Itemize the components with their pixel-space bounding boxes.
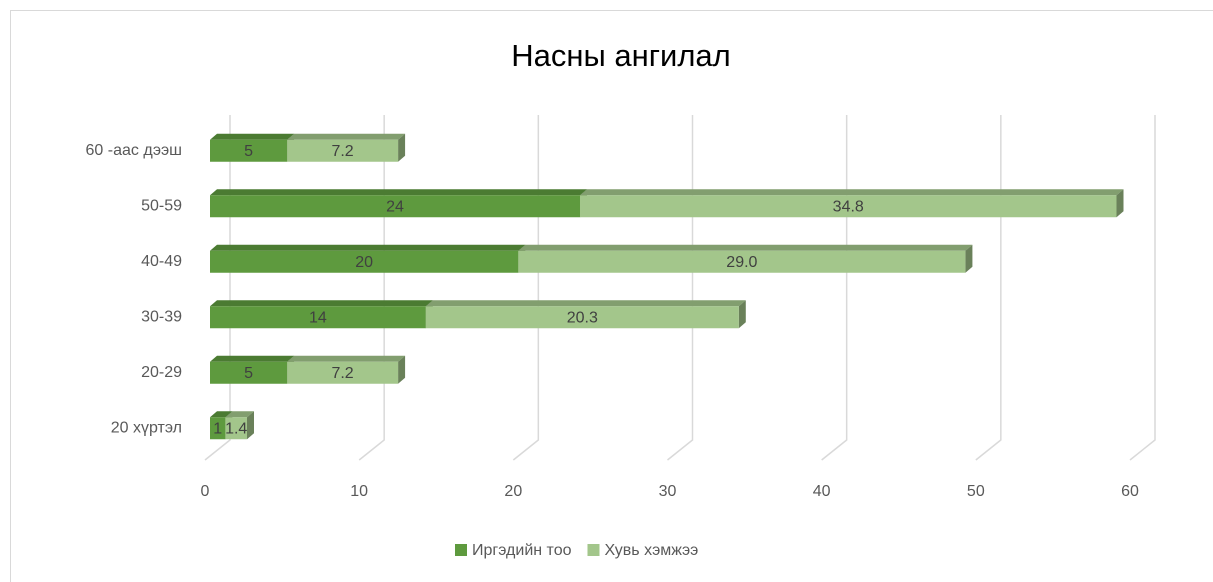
bar-top [518,244,973,251]
x-tick-label: 10 [350,483,368,500]
grid-line [1129,115,1156,461]
data-label: 14 [309,309,327,326]
x-tick-label: 30 [659,483,677,500]
data-label: 7.2 [331,143,353,160]
data-label: 1.4 [225,420,247,437]
y-tick-label: 30-39 [141,308,182,325]
grid-line [358,115,385,461]
bar-front [287,361,399,384]
x-tick-label: 0 [201,483,210,500]
bar [580,189,1124,218]
bar-front [210,306,426,329]
y-tick-label: 20 хүртэл [111,419,182,436]
legend-label: Иргэдийн тоо [472,542,572,559]
bar-front [210,250,519,273]
bar-top [210,189,587,196]
bar-top [210,300,433,307]
bar-side [738,300,746,329]
data-label: 7.2 [331,365,353,382]
bar-side [1116,189,1124,218]
bar [287,355,406,384]
x-tick-label: 60 [1121,483,1139,500]
bar-front [287,139,399,162]
legend-swatch [587,544,600,556]
bar-top [287,133,406,140]
bar-top [580,189,1124,196]
bar-top [210,244,526,251]
bar-front [425,306,739,329]
chart-title: Насны ангилал [511,38,731,73]
bar [425,300,746,329]
data-label: 34.8 [833,198,864,215]
bar [518,244,973,273]
data-label: 24 [386,198,404,215]
bar-front [210,417,226,440]
bar-front [580,195,1117,218]
bar-side [398,133,406,162]
x-tick-label: 20 [504,483,522,500]
bar-front [210,139,288,162]
y-tick-label: 20-29 [141,364,182,381]
x-tick-label: 40 [813,483,831,500]
y-tick-label: 50-59 [141,197,182,214]
bar-front [210,361,288,384]
grid-line [204,115,231,461]
data-label: 20.3 [567,309,598,326]
x-tick-label: 50 [967,483,985,500]
bar-top [287,355,406,362]
data-label: 20 [355,254,373,271]
grid-line [512,115,540,461]
bar-front [518,250,966,273]
bar-side [398,355,406,384]
y-tick-label: 60 -аас дээш [86,142,183,159]
legend-swatch [455,544,467,556]
bar-top [225,411,254,418]
grid-line [975,115,1002,461]
grid-line [821,115,848,461]
data-label: 5 [244,365,253,382]
bar [225,411,254,440]
bar-side [965,244,973,273]
bar-side [247,411,254,440]
bar-top [210,133,295,140]
y-tick-label: 40-49 [141,253,182,270]
data-label: 1 [213,420,222,437]
bar-top [210,411,233,418]
bar-front [210,195,580,218]
grid-line [667,115,694,461]
bar-top [425,300,746,307]
data-label: 5 [244,143,253,160]
bar-top [210,355,295,362]
data-label: 29.0 [726,254,757,271]
bar [287,133,406,162]
bar-front [225,417,247,440]
legend-label: Хувь хэмжээ [604,542,698,559]
chart-frame [10,10,1213,582]
bar [210,189,587,218]
